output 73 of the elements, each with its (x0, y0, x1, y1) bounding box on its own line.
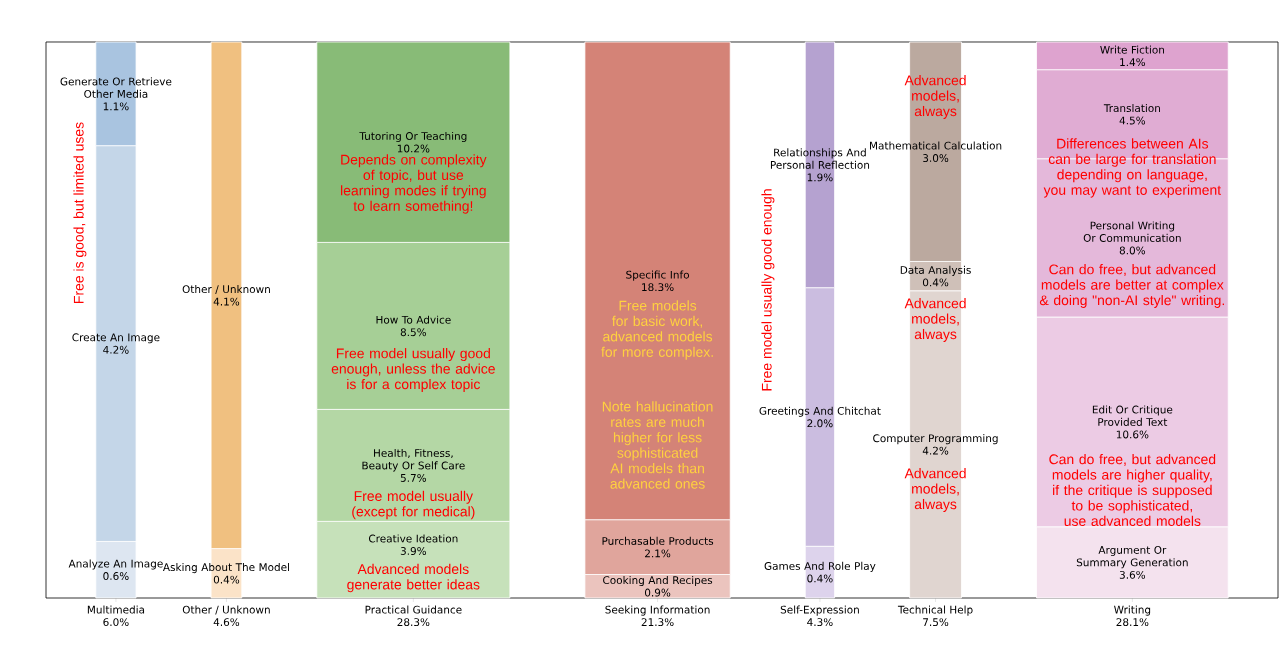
data-label: 8.0% (1119, 246, 1146, 255)
data-label: 0.4% (807, 574, 833, 583)
data-label: 3.0% (923, 154, 949, 162)
data-label: 1.9% (807, 173, 833, 182)
text: 4.3% (807, 618, 833, 627)
data-label: 4.2% (103, 345, 129, 354)
data-label: 10.2% (397, 144, 430, 153)
data-label: 4.5% (1119, 116, 1146, 125)
category-label: Seeking Information (605, 605, 710, 616)
series-label: How To Advice (376, 315, 451, 324)
text: Free model usually (except for medical) (352, 490, 475, 520)
series-label: Creative Ideation (368, 534, 458, 543)
text: 28.3% (397, 618, 430, 627)
data-label: 5.7% (400, 473, 427, 482)
text: Advanced models, always (904, 298, 966, 342)
data-label: 3.6% (1119, 570, 1146, 579)
series-label: Relationships And Personal Reflection (770, 148, 870, 169)
data-label: 0.6% (103, 572, 129, 580)
series-label: Purchasable Products (602, 536, 714, 545)
data-label: 4.2% (922, 446, 949, 455)
series-label: Argument Or Summary Generation (1076, 545, 1188, 569)
series-label: Tutoring Or Teaching (359, 131, 467, 143)
category-label: Technical Help (897, 605, 973, 616)
data-label: 8.5% (400, 328, 427, 337)
data-label: 18.3% (642, 283, 674, 292)
series-label: Mathematical Calculation (870, 141, 1002, 150)
text: Note hallucination rates are much higher for less sophisticated AI models than advanced ones (602, 401, 713, 489)
text: 6.0% (103, 618, 129, 627)
series-label: Asking About The Model (162, 563, 289, 574)
data-label: 1.4% (1120, 58, 1146, 67)
data-label: 3.9% (400, 547, 427, 555)
data-label: 10.6% (1116, 430, 1149, 439)
series-label: Personal Writing Or Communication (1083, 221, 1181, 242)
text: Free model usually good enough, unless the advice is for a complex topic (331, 348, 495, 392)
data-label: 0.4% (922, 278, 949, 287)
series-label: Greetings And Chitchat (759, 406, 881, 417)
data-label: 1.1% (103, 102, 129, 111)
text: 28.1% (1116, 618, 1149, 627)
series-label: Write Fiction (1100, 45, 1164, 54)
text: Advanced models, always (904, 468, 966, 512)
series-label: Other / Unknown (182, 285, 270, 294)
series-label: Cooking And Recipes (603, 575, 713, 587)
category-label: Multimedia (87, 605, 145, 614)
series-label: Health, Fitness, Beauty Or Self Care (362, 448, 465, 472)
series-label: Computer Programming (873, 434, 998, 445)
data-label: 4.1% (213, 297, 240, 306)
category-label: Writing (1114, 605, 1151, 616)
data-label: 2.0% (807, 419, 833, 428)
series-label: Analyze An Image (68, 559, 163, 570)
category-label: Other / Unknown (182, 605, 270, 615)
text: Advanced models generate better ideas (347, 563, 480, 593)
series-label: Games And Role Play (764, 561, 876, 572)
text: Free models for basic work, advanced models for more complex. (601, 300, 713, 360)
data-label: 0.4% (213, 575, 240, 584)
series-label: Specific Info (626, 270, 689, 281)
text: 7.5% (923, 618, 949, 627)
text: Free is good, but limited uses (73, 122, 87, 303)
category-label: Practical Guidance (365, 605, 462, 614)
text: Can do free, but advanced models are better at complex & doing "non-AI style" writing. (1039, 264, 1225, 308)
series-label: Edit Or Critique Provided Text (1092, 405, 1173, 426)
series-label: Data Analysis (900, 265, 971, 276)
text: 21.3% (641, 618, 674, 627)
series-label: Translation (1103, 103, 1160, 113)
text: Differences between AIs can be large for translation depending on language, you may want to experiment (1043, 138, 1221, 198)
text: Free model usually good enough (761, 189, 775, 391)
data-label: 2.1% (645, 549, 671, 558)
text: Can do free, but advanced models are higher quality, if the critique is supposed to be sophisticated, use advanced models (1049, 453, 1216, 527)
category-label: Self-Expression (780, 605, 859, 616)
series-label: Generate Or Retrieve Other Media (60, 77, 172, 98)
data-label: 0.9% (644, 588, 671, 597)
series-label: Create An Image (72, 333, 160, 344)
text: Depends on complexity of topic, but use learning modes if trying to learn something! (341, 154, 487, 214)
text: 4.6% (213, 618, 240, 627)
